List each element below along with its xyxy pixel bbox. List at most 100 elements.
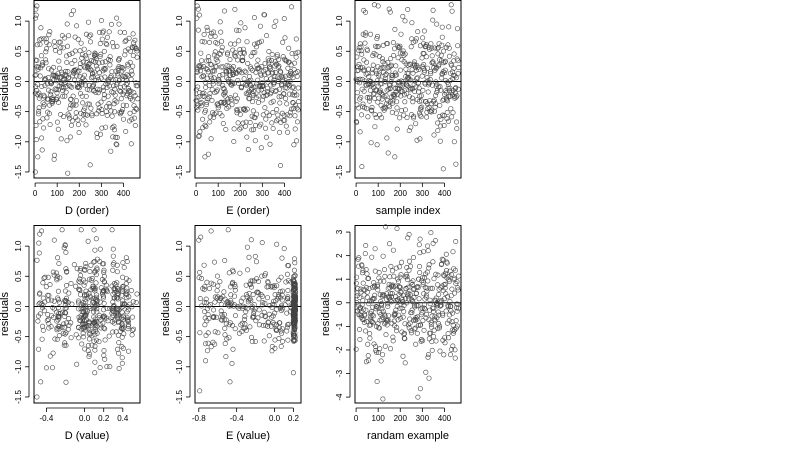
data-point bbox=[406, 325, 412, 331]
data-point bbox=[80, 100, 86, 106]
data-point bbox=[385, 65, 391, 71]
y-tick-label: 1.0 bbox=[14, 15, 23, 27]
data-point bbox=[365, 353, 371, 359]
data-point bbox=[203, 296, 209, 302]
data-point bbox=[92, 370, 98, 376]
data-point bbox=[440, 312, 446, 318]
data-point bbox=[354, 293, 360, 299]
data-point bbox=[232, 326, 238, 332]
data-point bbox=[235, 57, 241, 63]
data-point bbox=[83, 122, 89, 128]
data-point bbox=[224, 75, 230, 81]
data-point bbox=[63, 342, 69, 348]
data-point bbox=[444, 320, 450, 326]
data-point bbox=[380, 42, 386, 48]
data-point bbox=[368, 31, 374, 37]
data-point bbox=[434, 89, 440, 95]
data-point bbox=[198, 99, 204, 105]
data-point bbox=[282, 73, 288, 79]
data-point bbox=[366, 98, 372, 104]
data-point bbox=[98, 325, 104, 331]
data-point bbox=[115, 71, 121, 77]
data-point bbox=[292, 260, 298, 266]
data-point bbox=[125, 307, 131, 313]
data-point bbox=[66, 315, 72, 321]
data-point bbox=[294, 138, 300, 144]
data-point bbox=[454, 323, 460, 329]
data-point bbox=[115, 296, 121, 302]
data-point bbox=[132, 93, 138, 99]
x-tick-label: 400 bbox=[438, 189, 452, 198]
data-point bbox=[110, 312, 116, 318]
data-point bbox=[40, 59, 46, 65]
data-point bbox=[209, 87, 215, 93]
data-point bbox=[391, 273, 397, 279]
data-point bbox=[70, 103, 76, 109]
data-point bbox=[101, 278, 107, 284]
data-point bbox=[454, 308, 460, 314]
data-point bbox=[70, 93, 76, 99]
data-point bbox=[367, 335, 373, 341]
x-axis-title: E (value) bbox=[226, 430, 270, 442]
data-point bbox=[361, 319, 367, 325]
data-point bbox=[211, 75, 217, 81]
data-point bbox=[384, 135, 390, 141]
data-point bbox=[441, 352, 447, 358]
data-point bbox=[100, 87, 106, 93]
data-point bbox=[120, 102, 126, 108]
plot-frame bbox=[194, 0, 302, 179]
data-point bbox=[376, 325, 382, 331]
data-point bbox=[201, 90, 207, 96]
data-point bbox=[105, 93, 111, 99]
data-point bbox=[408, 330, 414, 336]
data-point bbox=[117, 78, 123, 84]
data-point bbox=[388, 291, 394, 297]
data-point bbox=[400, 79, 406, 85]
data-point bbox=[432, 101, 438, 107]
x-tick-label: 0 bbox=[354, 189, 359, 198]
data-point bbox=[282, 117, 288, 123]
data-point bbox=[50, 350, 56, 356]
data-point bbox=[255, 289, 261, 295]
data-point bbox=[225, 96, 231, 102]
data-point bbox=[376, 95, 382, 101]
data-point bbox=[409, 36, 415, 42]
data-point bbox=[51, 272, 57, 278]
data-point bbox=[200, 116, 206, 122]
data-point bbox=[81, 282, 87, 288]
data-point bbox=[93, 337, 99, 343]
data-point bbox=[448, 271, 454, 277]
data-point bbox=[406, 290, 412, 296]
data-point bbox=[41, 102, 47, 108]
data-point bbox=[405, 235, 411, 241]
data-point bbox=[134, 83, 140, 89]
data-point bbox=[420, 249, 426, 255]
x-tick-label: 0 bbox=[194, 189, 199, 198]
data-point bbox=[69, 118, 75, 124]
data-point bbox=[41, 36, 47, 42]
data-point bbox=[104, 42, 110, 48]
data-point bbox=[436, 312, 442, 318]
data-point bbox=[129, 116, 135, 122]
x-tick-label: 0 bbox=[354, 414, 359, 423]
data-point bbox=[199, 303, 205, 309]
data-point bbox=[243, 119, 249, 125]
data-point bbox=[431, 97, 437, 103]
data-point bbox=[411, 113, 417, 119]
data-point bbox=[204, 348, 210, 354]
data-point bbox=[357, 41, 363, 47]
data-point bbox=[225, 99, 231, 105]
data-point bbox=[386, 68, 392, 74]
data-point bbox=[362, 328, 368, 334]
data-point bbox=[273, 118, 279, 124]
data-point bbox=[365, 341, 371, 347]
data-point bbox=[405, 62, 411, 68]
data-point bbox=[368, 309, 374, 315]
x-axis-title: sample index bbox=[376, 205, 441, 217]
data-point bbox=[83, 111, 89, 117]
data-point bbox=[284, 112, 290, 118]
data-point bbox=[235, 78, 241, 84]
data-point bbox=[375, 3, 381, 9]
data-point bbox=[96, 60, 102, 66]
data-point bbox=[256, 296, 262, 302]
